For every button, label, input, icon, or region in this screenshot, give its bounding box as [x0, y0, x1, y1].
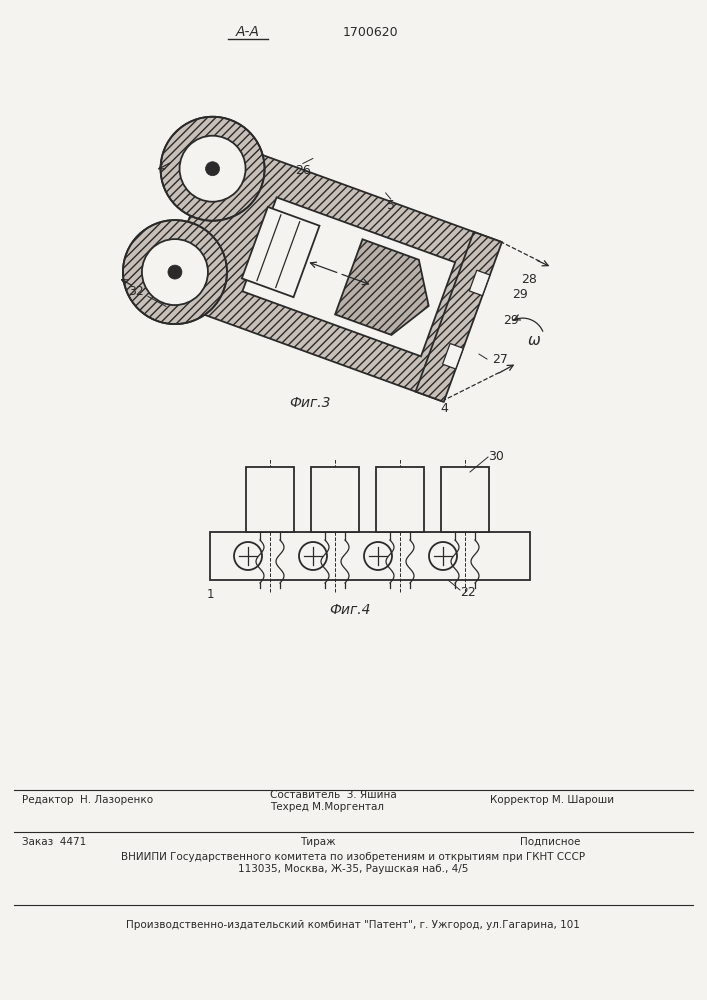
Text: Корректор М. Шароши: Корректор М. Шароши [490, 795, 614, 805]
Polygon shape [246, 467, 294, 532]
Text: ВНИИПИ Государственного комитета по изобретениям и открытиям при ГКНТ СССР: ВНИИПИ Государственного комитета по изоб… [121, 852, 585, 862]
Text: Редактор  Н. Лазоренко: Редактор Н. Лазоренко [22, 795, 153, 805]
Circle shape [180, 136, 245, 202]
Text: Фиг.4: Фиг.4 [329, 603, 370, 617]
Circle shape [364, 542, 392, 570]
Text: ω: ω [528, 333, 541, 348]
Text: 22: 22 [460, 585, 476, 598]
Text: 1700620: 1700620 [342, 25, 398, 38]
Polygon shape [243, 197, 455, 356]
Text: Заказ  4471: Заказ 4471 [22, 837, 86, 847]
Text: Подписное: Подписное [520, 837, 580, 847]
Text: 32: 32 [128, 285, 144, 298]
Text: 28: 28 [521, 273, 537, 286]
Polygon shape [441, 467, 489, 532]
Text: 29: 29 [503, 314, 519, 327]
Circle shape [299, 542, 327, 570]
Text: 1: 1 [206, 588, 214, 601]
Circle shape [234, 542, 262, 570]
Circle shape [206, 162, 220, 176]
Text: 5: 5 [387, 199, 395, 212]
Text: Составитель  З. Яшина: Составитель З. Яшина [270, 790, 397, 800]
Polygon shape [416, 232, 502, 402]
Polygon shape [376, 467, 424, 532]
Polygon shape [311, 467, 359, 532]
Polygon shape [242, 207, 320, 297]
Text: Техред М.Моргентал: Техред М.Моргентал [270, 802, 384, 812]
Polygon shape [160, 139, 500, 401]
Circle shape [142, 239, 208, 305]
Circle shape [168, 265, 182, 279]
Text: Производственно-издательский комбинат "Патент", г. Ужгород, ул.Гагарина, 101: Производственно-издательский комбинат "П… [126, 920, 580, 930]
Text: 29: 29 [513, 288, 528, 301]
Text: 26: 26 [295, 164, 310, 177]
Polygon shape [469, 270, 490, 296]
Circle shape [123, 220, 227, 324]
Polygon shape [335, 239, 428, 335]
Text: Тираж: Тираж [300, 837, 336, 847]
Circle shape [429, 542, 457, 570]
Text: 27: 27 [492, 353, 508, 366]
Circle shape [160, 117, 264, 221]
Polygon shape [443, 344, 463, 369]
Text: А-А: А-А [236, 25, 260, 39]
Polygon shape [210, 532, 530, 580]
Text: Фиг.3: Фиг.3 [289, 396, 331, 410]
Text: 4: 4 [440, 402, 448, 415]
Text: 113035, Москва, Ж-35, Раушская наб., 4/5: 113035, Москва, Ж-35, Раушская наб., 4/5 [238, 864, 468, 874]
Text: 30: 30 [488, 450, 504, 464]
